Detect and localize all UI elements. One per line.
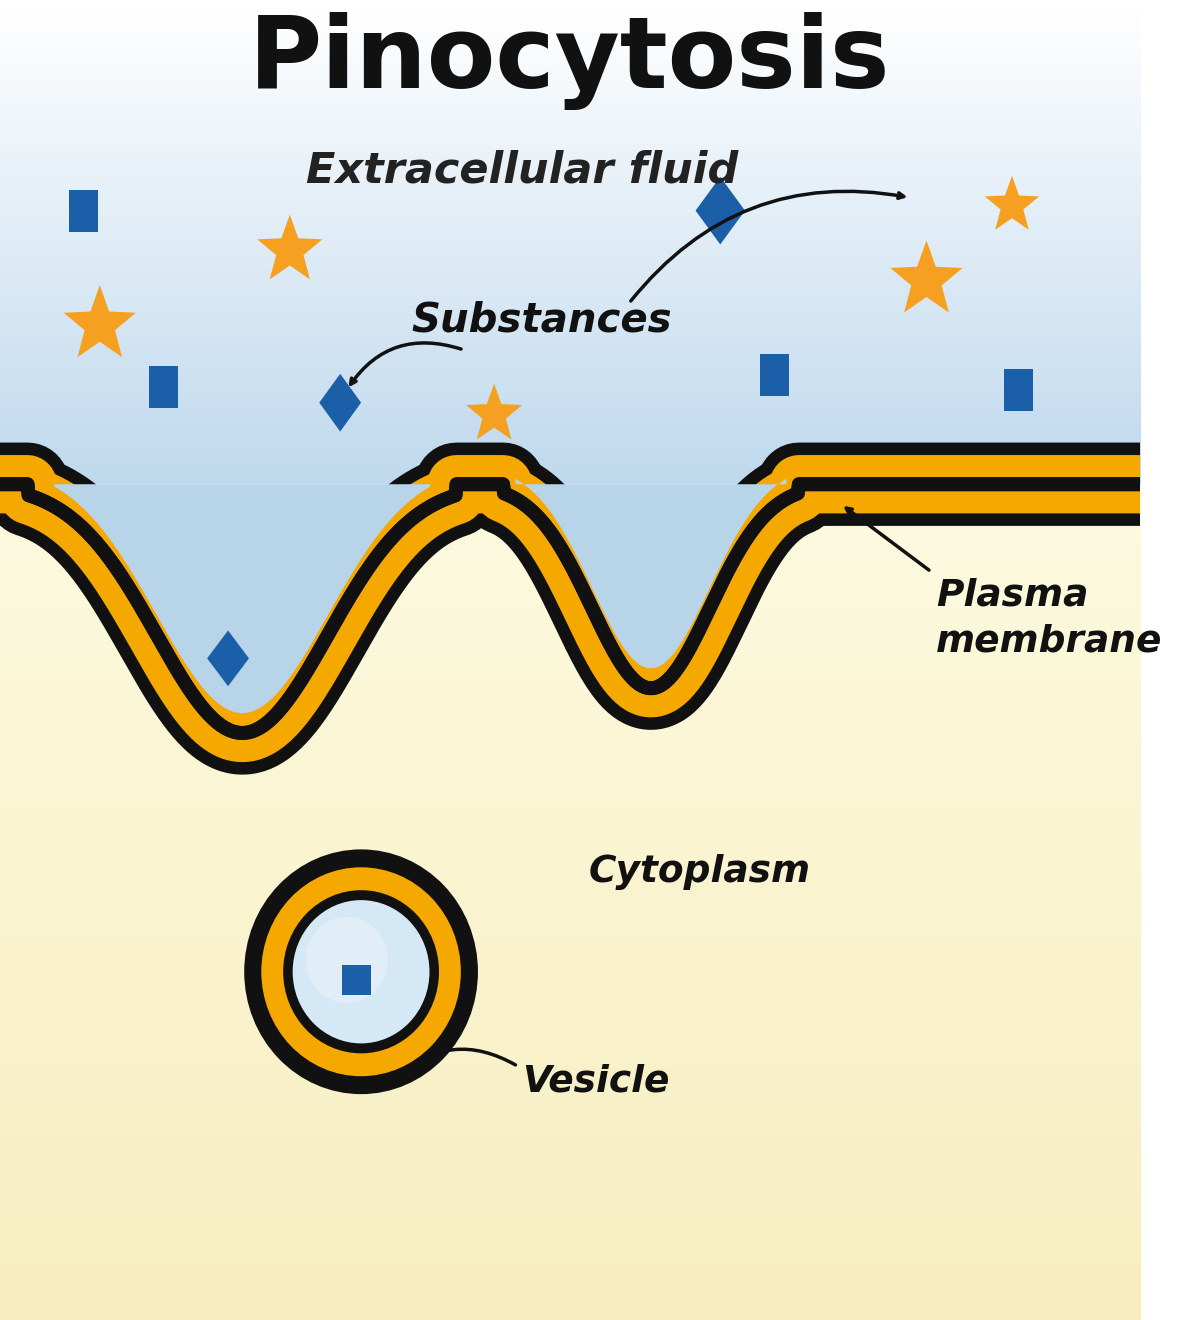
Polygon shape [319,374,361,432]
Polygon shape [985,176,1039,230]
Polygon shape [466,384,522,440]
Polygon shape [516,479,786,668]
Text: Cytoplasm: Cytoplasm [589,854,811,890]
Circle shape [306,917,388,1003]
Polygon shape [54,484,430,713]
Polygon shape [208,631,248,686]
Bar [1004,368,1033,411]
Text: Plasma
membrane: Plasma membrane [936,578,1163,660]
Bar [149,366,178,408]
Text: Vesicle: Vesicle [523,1063,670,1100]
Text: Pinocytosis: Pinocytosis [250,12,890,111]
Polygon shape [890,240,962,313]
Circle shape [283,890,439,1053]
Polygon shape [257,215,323,280]
Circle shape [262,867,461,1076]
Polygon shape [64,285,136,358]
Text: Extracellular fluid: Extracellular fluid [306,149,739,191]
Bar [760,354,788,396]
Bar [342,965,371,995]
Circle shape [293,900,430,1043]
Text: Substances: Substances [412,300,672,341]
Polygon shape [696,177,745,244]
Bar [70,190,98,231]
Circle shape [245,849,478,1094]
